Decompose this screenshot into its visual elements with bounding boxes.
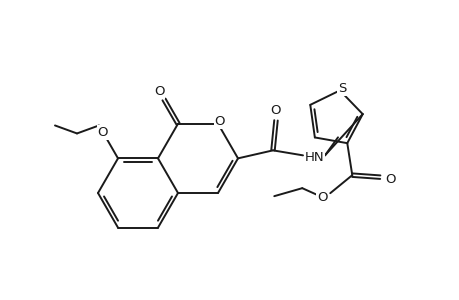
Text: S: S [337,82,345,95]
Text: O: O [98,126,108,139]
Text: O: O [154,85,164,98]
Text: O: O [214,115,225,128]
Text: O: O [384,173,395,186]
Text: HN: HN [304,151,324,164]
Text: O: O [316,191,327,204]
Text: O: O [270,104,280,117]
